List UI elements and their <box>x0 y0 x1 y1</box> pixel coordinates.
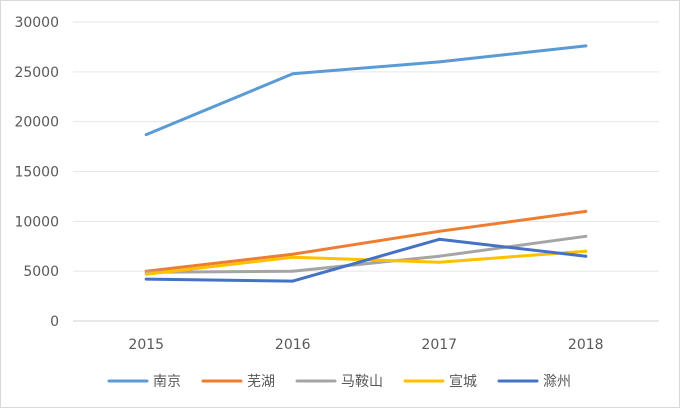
data-point <box>437 237 441 241</box>
legend-item: 宣城 <box>403 374 477 390</box>
data-point <box>291 72 295 76</box>
data-point <box>291 269 295 273</box>
legend-label: 宣城 <box>449 374 477 390</box>
y-tick-label: 15000 <box>14 165 59 181</box>
data-point <box>437 229 441 233</box>
y-axis-ticks: 0 5000 10000 15000 20000 25000 30000 <box>14 15 59 330</box>
data-point <box>144 272 148 276</box>
data-point <box>291 252 295 256</box>
legend-label: 芜湖 <box>247 373 275 390</box>
legend-item: 南京 <box>107 374 181 390</box>
data-point <box>437 260 441 264</box>
x-tick-label: 2016 <box>275 337 311 353</box>
series-lines <box>144 44 588 283</box>
x-tick-label: 2018 <box>568 337 604 353</box>
data-point <box>584 44 588 48</box>
data-point <box>437 254 441 258</box>
data-point <box>437 60 441 64</box>
y-tick-label: 30000 <box>14 15 59 31</box>
data-point <box>144 277 148 281</box>
x-tick-label: 2017 <box>421 337 457 353</box>
series-line-滁州 <box>144 237 588 283</box>
legend-label: 马鞍山 <box>341 374 383 390</box>
legend-item: 芜湖 <box>201 373 275 390</box>
legend-label: 滁州 <box>543 374 571 390</box>
legend-label: 南京 <box>153 374 181 390</box>
x-tick-label: 2015 <box>128 337 164 353</box>
data-point <box>144 133 148 137</box>
legend: 南京 芜湖 马鞍山 宣城 滁州 <box>107 373 571 390</box>
y-tick-label: 5000 <box>23 264 59 280</box>
data-point <box>584 254 588 258</box>
x-axis-ticks: 2015 2016 2017 2018 <box>128 337 603 353</box>
series-line-南京 <box>144 44 588 137</box>
y-tick-label: 25000 <box>14 65 59 81</box>
data-point <box>584 209 588 213</box>
legend-item: 马鞍山 <box>295 374 383 390</box>
series-line-芜湖 <box>144 209 588 273</box>
y-tick-label: 0 <box>50 314 59 330</box>
legend-item: 滁州 <box>497 374 571 390</box>
data-point <box>291 279 295 283</box>
y-tick-label: 20000 <box>14 115 59 131</box>
data-point <box>291 255 295 259</box>
data-point <box>584 249 588 253</box>
data-point <box>584 234 588 238</box>
y-tick-label: 10000 <box>14 214 59 230</box>
